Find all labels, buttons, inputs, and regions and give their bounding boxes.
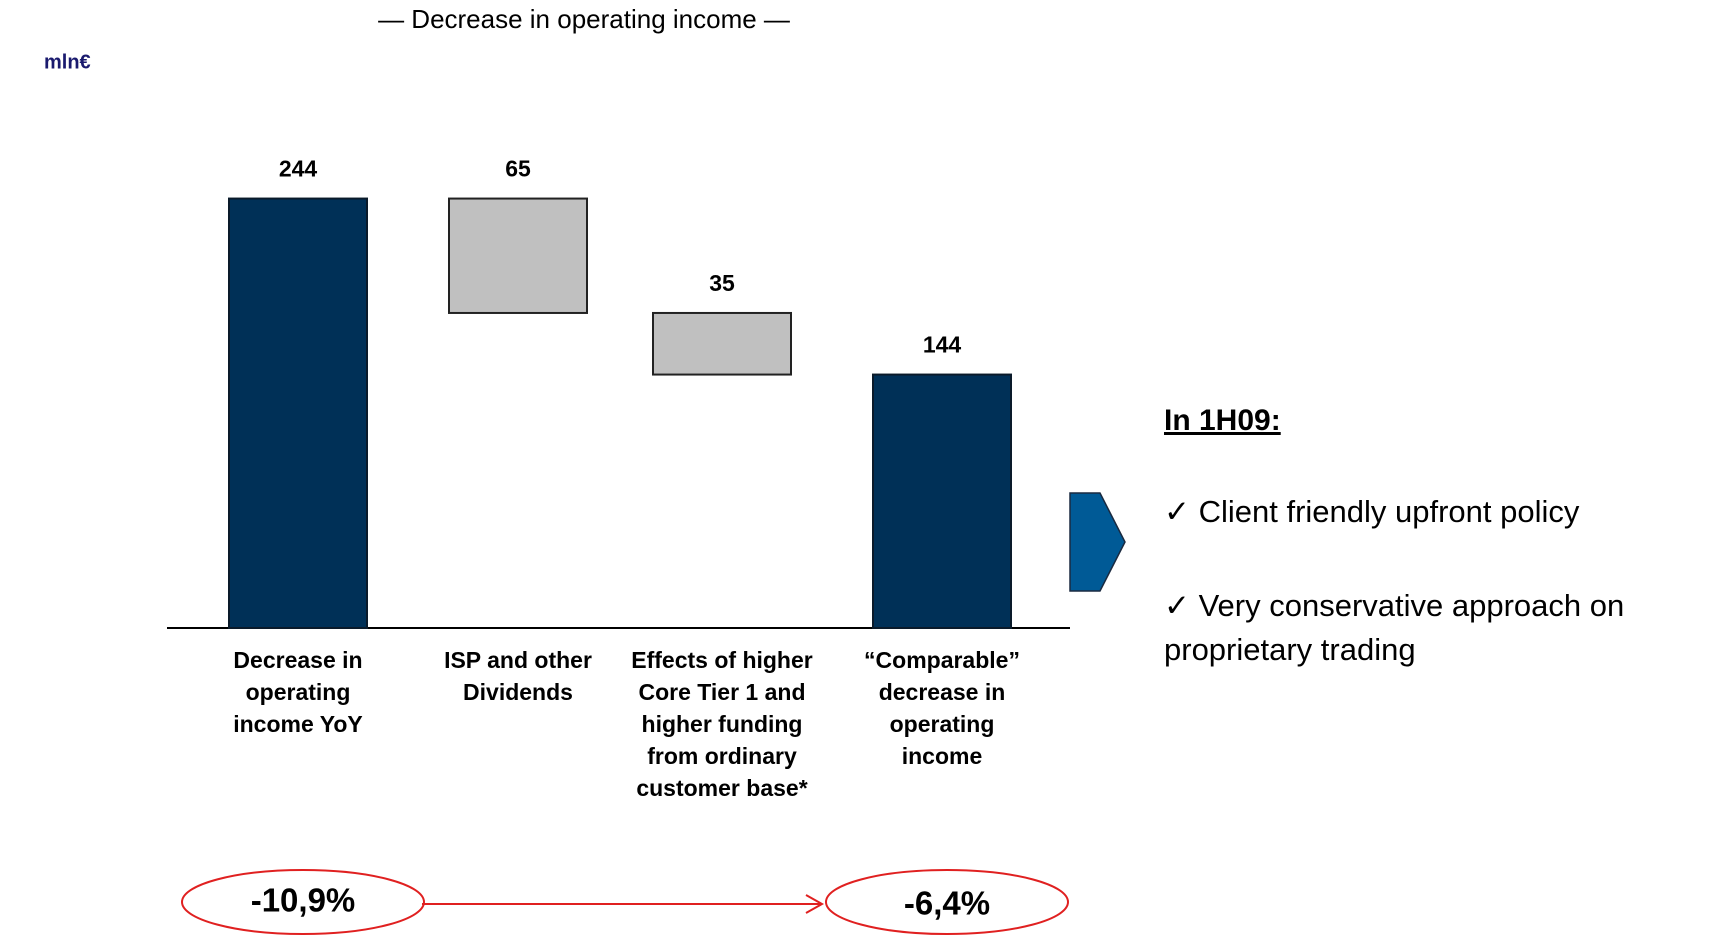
annotation: -6,4% — [904, 885, 990, 922]
chevron — [1069, 492, 1126, 592]
value-label: 244 — [279, 156, 318, 182]
chart-title: — Decrease in operating income — — [378, 4, 790, 34]
value-label: 144 — [923, 332, 962, 358]
annotation-ellipse — [181, 869, 425, 935]
bar — [448, 197, 588, 314]
value-label: 65 — [505, 156, 531, 182]
side-bullet: ✓ Very conservative approach on propriet… — [1164, 588, 1625, 667]
x-tick-label: “Comparable” decrease in operating incom… — [864, 647, 1020, 769]
unit-label: mln€ — [44, 51, 91, 73]
value-label: 35 — [709, 270, 735, 296]
x-tick-label: Effects of higher Core Tier 1 and higher… — [631, 647, 813, 801]
annotation: -10,9% — [251, 882, 356, 919]
side-heading: In 1H09: — [1164, 404, 1281, 437]
arrow-head — [805, 894, 825, 914]
x-tick-label: ISP and other Dividends — [444, 647, 592, 705]
side-bullet: ✓ Client friendly upfront policy — [1164, 494, 1580, 529]
bar — [872, 373, 1012, 629]
x-tick-label: Decrease in operating income YoY — [233, 647, 363, 737]
bar — [652, 311, 792, 376]
annotation-ellipse — [825, 869, 1069, 935]
bar — [228, 197, 368, 629]
